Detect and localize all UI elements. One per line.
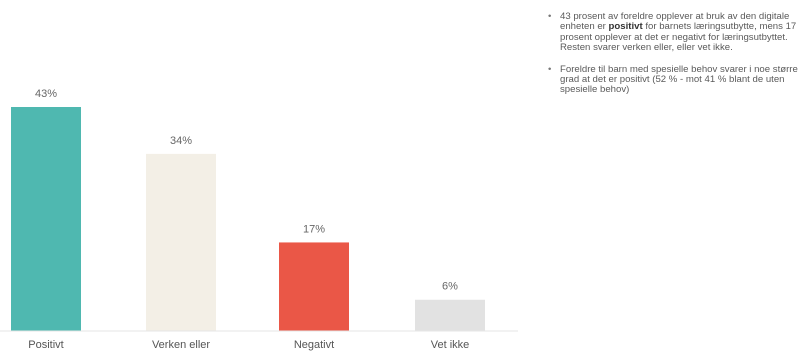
notes-list: 43 prosent av foreldre opplever at bruk … xyxy=(546,11,802,107)
bars-group xyxy=(11,107,485,331)
bar-negativt xyxy=(279,242,349,331)
category-label-negativt: Negativt xyxy=(294,339,334,351)
data-label-verken-eller: 34% xyxy=(170,135,192,147)
note-text: Foreldre til barn med spesielle behov sv… xyxy=(560,63,798,96)
category-label-verken-eller: Verken eller xyxy=(152,339,210,351)
bar-positivt xyxy=(11,107,81,331)
category-labels-group: Positivt Verken eller Negativt Vet ikke xyxy=(28,339,469,351)
note-item: Foreldre til barn med spesielle behov sv… xyxy=(546,63,802,96)
bar-chart: 43% 34% 17% 6% Positivt Verken eller Negativt… xyxy=(0,88,518,351)
data-label-positivt: 43% xyxy=(35,88,57,100)
category-label-positivt: Positivt xyxy=(28,339,63,351)
category-label-vet-ikke: Vet ikke xyxy=(431,339,470,351)
data-label-vet-ikke: 6% xyxy=(442,281,458,293)
bar-verken-eller xyxy=(146,153,216,331)
note-emphasis: positivt xyxy=(608,21,643,33)
bar-vet-ikke xyxy=(415,299,485,331)
note-text: 43 prosent av foreldre opplever at bruk … xyxy=(560,11,790,33)
data-label-negativt: 17% xyxy=(303,223,325,235)
note-text-end: for barnets læringsutbytte, mens 17 pros… xyxy=(560,21,797,54)
data-labels-group: 43% 34% 17% 6% xyxy=(35,88,458,293)
note-item: 43 prosent av foreldre opplever at bruk … xyxy=(546,11,802,54)
